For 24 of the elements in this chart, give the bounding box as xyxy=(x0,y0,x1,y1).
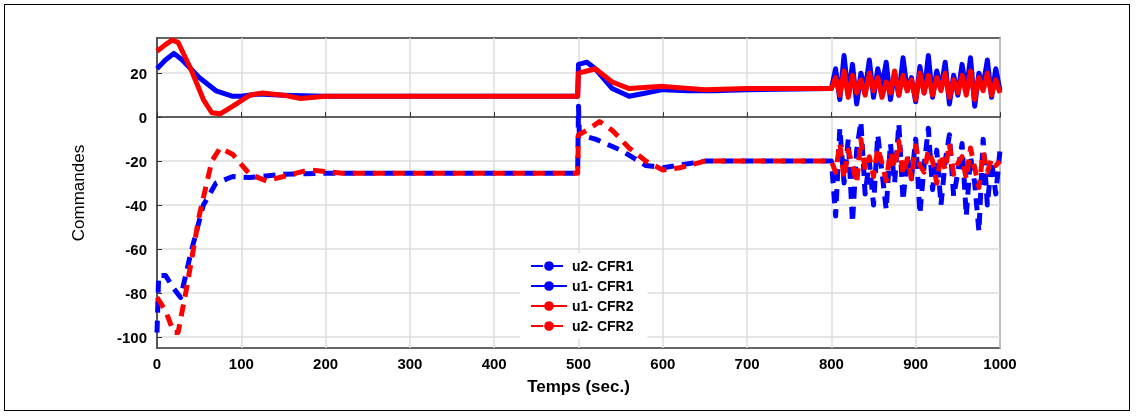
x-tick-label: 200 xyxy=(313,355,339,372)
y-axis-title: Commandes xyxy=(69,144,88,242)
legend-label: u1- CFR2 xyxy=(572,298,634,314)
legend-label: u2- CFR1 xyxy=(572,258,634,274)
x-tick-label: 600 xyxy=(650,355,676,372)
y-tick-label: -20 xyxy=(125,152,147,170)
x-tick-label: 900 xyxy=(903,355,929,372)
y-tick-label: 20 xyxy=(130,64,147,82)
y-tick-label: 0 xyxy=(138,108,147,126)
y-tick-label: -40 xyxy=(125,196,147,214)
x-tick-label: 300 xyxy=(397,355,423,372)
x-tick-label: 0 xyxy=(152,355,162,372)
y-tick-label: -100 xyxy=(116,328,147,346)
x-tick-label: 1000 xyxy=(983,355,1017,372)
x-tick-label: 700 xyxy=(734,355,760,372)
x-axis-title: Temps (sec.) xyxy=(527,377,630,396)
x-tick-label: 800 xyxy=(818,355,844,372)
legend-label: u2- CFR2 xyxy=(572,318,634,334)
y-tick-label: -60 xyxy=(125,240,147,258)
legend-label: u1- CFR1 xyxy=(572,278,634,294)
y-tick-label: -80 xyxy=(125,284,147,302)
x-tick-label: 100 xyxy=(228,355,254,372)
x-tick-label: 400 xyxy=(481,355,507,372)
x-tick-label: 500 xyxy=(565,355,592,372)
